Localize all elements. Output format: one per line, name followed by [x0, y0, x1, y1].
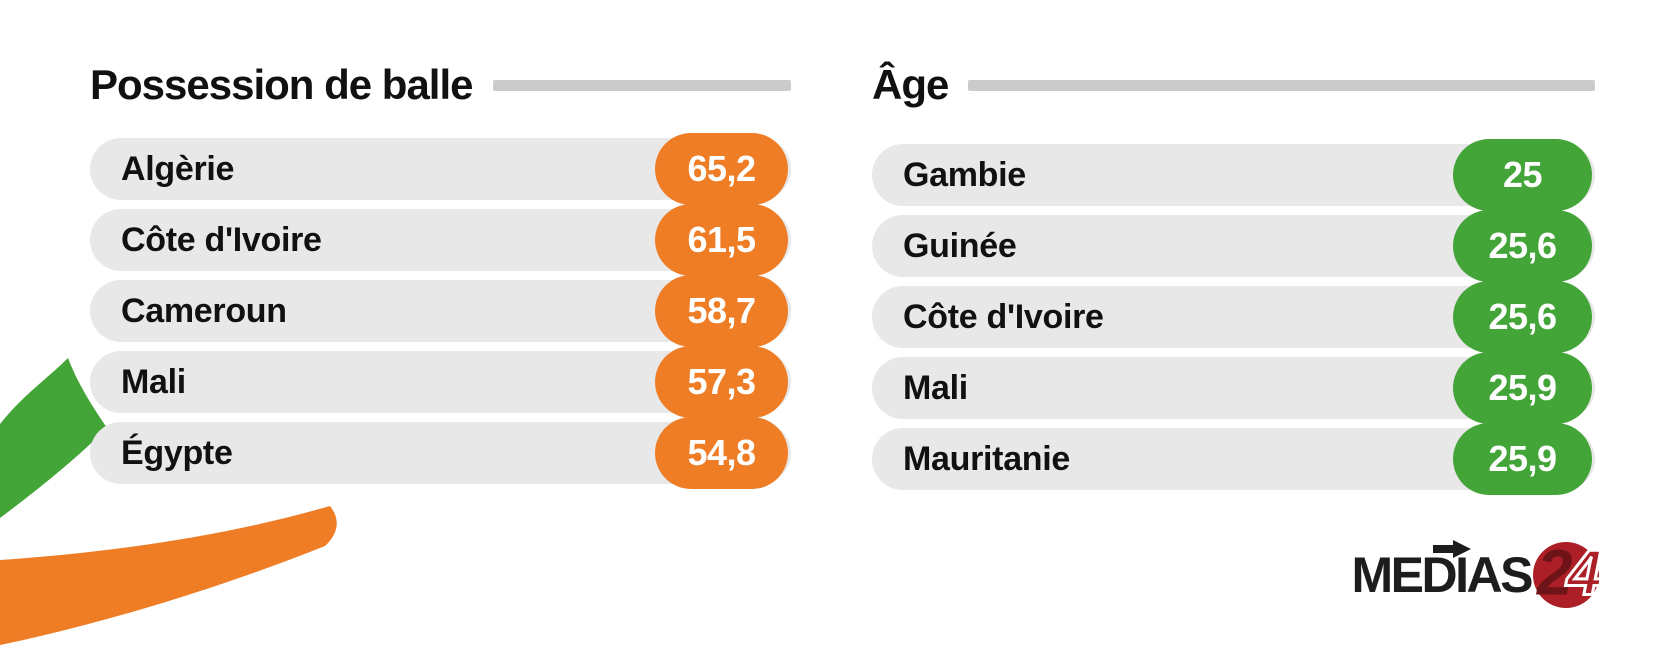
value-badge: 25: [1453, 139, 1592, 211]
value-badge: 25,6: [1453, 281, 1592, 353]
logo-digit-2: 2: [1537, 536, 1573, 609]
age-panel: Âge Gambie 25 Guinée 25,6 Côte d'Ivoire …: [872, 62, 1595, 495]
value-badge: 25,9: [1453, 423, 1592, 495]
list-item: Mauritanie 25,9: [872, 423, 1595, 495]
value-badge: 61,5: [655, 204, 788, 276]
country-label: Algèrie: [121, 149, 235, 188]
country-label: Égypte: [121, 433, 233, 472]
logo-wordmark: MEDIAS: [1351, 547, 1534, 603]
value-badge: 58,7: [655, 275, 788, 347]
list-item: Mali 57,3: [90, 346, 791, 418]
country-label: Mauritanie: [903, 439, 1071, 478]
list-item: Cameroun 58,7: [90, 275, 791, 347]
list-item: Mali 25,9: [872, 352, 1595, 424]
header-rule: [968, 79, 1595, 91]
value-badge: 54,8: [655, 417, 788, 489]
age-title: Âge: [872, 61, 949, 108]
age-list: Gambie 25 Guinée 25,6 Côte d'Ivoire 25,6…: [872, 139, 1595, 495]
country-label: Mali: [121, 362, 186, 401]
list-item: Guinée 25,6: [872, 210, 1595, 282]
header-rule: [492, 79, 791, 91]
logo-digit-4: 4: [1565, 536, 1603, 609]
list-item: Côte d'Ivoire 61,5: [90, 204, 791, 276]
possession-panel: Possession de balle Algèrie 65,2 Côte d'…: [90, 62, 791, 489]
list-item: Algèrie 65,2: [90, 133, 791, 205]
country-label: Mali: [903, 368, 968, 407]
possession-list: Algèrie 65,2 Côte d'Ivoire 61,5 Cameroun…: [90, 133, 791, 489]
country-label: Cameroun: [121, 291, 287, 330]
list-item: Égypte 54,8: [90, 417, 791, 489]
logo-arrow-icon: [1433, 540, 1471, 558]
country-label: Côte d'Ivoire: [903, 297, 1104, 336]
country-label: Côte d'Ivoire: [121, 220, 322, 259]
value-badge: 25,6: [1453, 210, 1592, 282]
list-item: Côte d'Ivoire 25,6: [872, 281, 1595, 353]
value-badge: 65,2: [655, 133, 788, 205]
value-badge: 57,3: [655, 346, 788, 418]
possession-title: Possession de balle: [90, 61, 474, 108]
green-swoosh-decoration: [0, 358, 107, 518]
country-label: Gambie: [903, 155, 1026, 194]
list-item: Gambie 25: [872, 139, 1595, 211]
possession-header: Possession de balle: [90, 62, 791, 108]
age-header: Âge: [872, 62, 1595, 108]
orange-swoosh-decoration: [0, 506, 337, 645]
country-label: Guinée: [903, 226, 1017, 265]
value-badge: 25,9: [1453, 352, 1592, 424]
